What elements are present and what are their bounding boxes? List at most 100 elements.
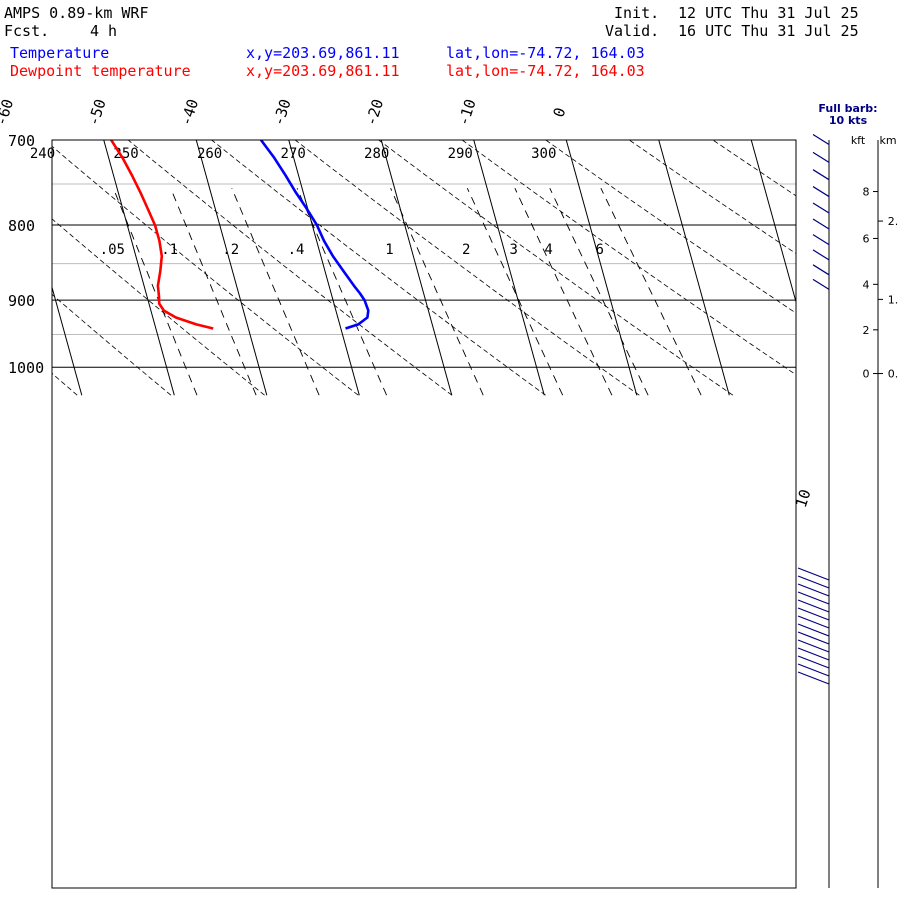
isotherm-label: -60 <box>0 97 17 128</box>
wind-barb <box>797 655 830 669</box>
forecast-value: 4 h <box>90 22 118 40</box>
barb-note-line1: Full barb: <box>818 102 877 115</box>
wind-barb <box>797 567 830 581</box>
isotherm-label: -30 <box>269 97 294 128</box>
wind-barb <box>812 264 830 276</box>
isotherm-label: 10 <box>792 487 815 510</box>
kft-tick-label: 4 <box>863 278 870 291</box>
dry-adiabat <box>461 140 796 376</box>
km-tick-label: 2. <box>888 215 899 228</box>
dry-adiabat <box>378 140 734 396</box>
isotherm-label: 0 <box>550 105 570 119</box>
pressure-tick-label: 1000 <box>8 359 44 377</box>
isotherm-label: -50 <box>84 97 109 128</box>
mixing-ratio-label: .1 <box>161 242 178 258</box>
init-label: Init. <box>614 4 660 22</box>
mixing-ratio-label: 3 <box>509 242 517 258</box>
pressure-tick-label: 800 <box>8 217 35 235</box>
kft-tick-label: 8 <box>863 186 870 199</box>
isotherm-label: -40 <box>177 97 202 128</box>
isotherm-line <box>288 140 360 396</box>
wind-barb <box>797 623 830 637</box>
model-title: AMPS 0.89-km WRF <box>4 4 149 22</box>
wind-barb <box>812 151 830 163</box>
dry-adiabat-label: 250 <box>113 146 138 162</box>
dry-adiabat-label: 240 <box>30 146 55 162</box>
isotherm-line <box>103 140 175 396</box>
isotherm-line <box>473 140 545 396</box>
dry-adiabat <box>294 140 640 396</box>
dry-adiabat-label: 280 <box>364 146 389 162</box>
dry-adiabat <box>545 140 796 314</box>
valid-value: 16 UTC Thu 31 Jul 25 <box>678 22 859 40</box>
plot-frame <box>51 139 797 889</box>
km-tick-label: 1. <box>888 293 899 306</box>
km-axis-label: km <box>879 134 896 147</box>
valid-label: Valid. <box>605 22 660 40</box>
reference-lines <box>52 131 900 396</box>
forecast-label: Fcst. <box>4 22 50 40</box>
mixing-ratio-label: 2 <box>462 242 470 258</box>
legend-dewpoint-name: Dewpoint temperature <box>10 62 191 80</box>
isotherm-label: -10 <box>454 97 479 128</box>
wind-barb <box>812 186 830 198</box>
kft-axis-label: kft <box>851 134 866 147</box>
wind-barb <box>812 169 830 181</box>
dry-adiabat <box>712 140 796 197</box>
kft-tick-label: 0 <box>863 368 870 381</box>
dry-adiabat <box>52 293 172 396</box>
barb-note-line2: 10 kts <box>829 114 868 127</box>
chart-labels: 7008009001000-70-60-50-40-30-20-10010220… <box>0 97 815 510</box>
plot-background <box>52 140 796 888</box>
sounding-series <box>110 140 370 330</box>
dry-adiabat-label: 260 <box>197 146 222 162</box>
wind-barb <box>812 134 830 146</box>
isotherm-line <box>380 140 453 396</box>
mixing-ratio-label: .2 <box>222 242 239 258</box>
isotherm-line <box>841 131 900 395</box>
wind-barb <box>797 583 830 597</box>
kft-tick-label: 2 <box>863 324 870 337</box>
temperature-line <box>259 140 370 330</box>
wind-barb <box>797 615 830 629</box>
dry-adiabat-label: 270 <box>281 146 306 162</box>
wind-barb <box>797 591 830 605</box>
mixing-ratio-label: 6 <box>595 242 603 258</box>
dry-adiabat-label: 290 <box>448 146 473 162</box>
isotherm-line <box>750 140 796 304</box>
isotherm-label: -20 <box>362 97 387 128</box>
dewpoint-line <box>110 140 214 330</box>
dry-adiabat-label: 300 <box>531 146 556 162</box>
wind-barb <box>797 631 830 645</box>
km-tick-label: 0. <box>888 368 899 381</box>
dry-adiabat <box>628 140 796 254</box>
pressure-tick-label: 700 <box>8 132 35 150</box>
wind-barb <box>797 639 830 653</box>
pressure-tick-label: 900 <box>8 292 35 310</box>
kft-tick-label: 6 <box>863 232 870 245</box>
wind-barb <box>797 647 830 661</box>
wind-barb <box>797 663 830 677</box>
mixing-ratio-label: .05 <box>100 242 125 258</box>
init-value: 12 UTC Thu 31 Jul 25 <box>678 4 859 22</box>
wind-barb <box>812 202 830 214</box>
wind-barb <box>797 599 830 613</box>
isotherm-line <box>52 285 83 396</box>
mixing-ratio-label: .4 <box>288 242 305 258</box>
wind-barb <box>812 218 830 230</box>
isotherm-line <box>565 140 638 396</box>
wind-barb <box>812 234 830 246</box>
isotherm-line <box>658 140 730 396</box>
dry-adiabat <box>127 140 453 396</box>
legend-temperature-latlon: lat,lon=-74.72, 164.03 <box>446 44 645 62</box>
mixing-ratio-label: 4 <box>544 242 552 258</box>
mixing-ratio-label: 1 <box>385 242 393 258</box>
legend-dewpoint-latlon: lat,lon=-74.72, 164.03 <box>446 62 645 80</box>
wind-barb <box>797 671 830 685</box>
wind-barb <box>797 607 830 621</box>
dry-adiabat <box>52 145 359 396</box>
wind-barbs <box>797 134 830 685</box>
wind-barb <box>812 278 830 290</box>
height-axis: kft km 0 2 4 6 8 0. 1. 2. <box>828 134 899 888</box>
